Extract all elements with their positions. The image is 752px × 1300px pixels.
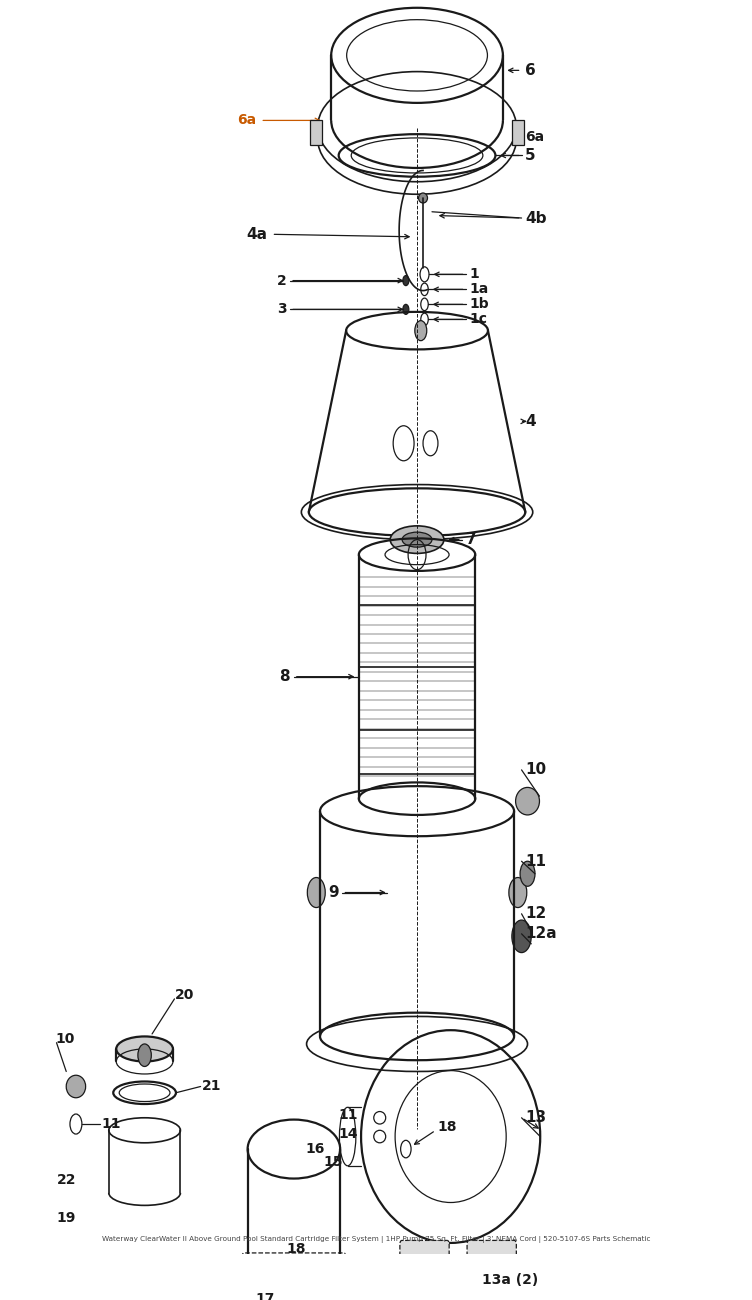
Text: 4: 4: [526, 413, 536, 429]
Text: 1b: 1b: [469, 298, 489, 312]
Text: 12a: 12a: [526, 927, 557, 941]
Text: 17: 17: [255, 1292, 274, 1300]
Text: 20: 20: [174, 988, 194, 1002]
Text: 16: 16: [305, 1143, 324, 1156]
Circle shape: [403, 304, 409, 315]
Text: 8: 8: [280, 670, 290, 684]
Text: 10: 10: [526, 762, 547, 777]
Text: 10: 10: [55, 1032, 74, 1046]
Text: 11: 11: [526, 854, 546, 868]
Text: 1: 1: [469, 268, 479, 281]
Ellipse shape: [117, 1036, 173, 1062]
Circle shape: [520, 861, 535, 887]
Circle shape: [509, 878, 527, 907]
Circle shape: [512, 920, 531, 953]
FancyBboxPatch shape: [467, 1240, 517, 1275]
Text: 1c: 1c: [469, 312, 487, 326]
Text: 15: 15: [324, 1154, 343, 1169]
Text: 5: 5: [526, 148, 536, 162]
Text: 19: 19: [56, 1210, 76, 1225]
Polygon shape: [512, 121, 524, 146]
Text: 2: 2: [277, 273, 287, 287]
Text: 21: 21: [202, 1079, 222, 1093]
Text: 4b: 4b: [526, 211, 547, 225]
Text: 14: 14: [338, 1127, 358, 1141]
Text: 1a: 1a: [469, 282, 489, 296]
Text: 7: 7: [465, 532, 476, 547]
Circle shape: [403, 276, 409, 286]
FancyBboxPatch shape: [400, 1240, 449, 1275]
Text: 6a: 6a: [526, 130, 544, 144]
Text: 13: 13: [526, 1110, 547, 1126]
Text: 18: 18: [287, 1243, 306, 1256]
Text: 6: 6: [526, 62, 536, 78]
Circle shape: [308, 878, 326, 907]
Circle shape: [415, 321, 426, 341]
Text: 4a: 4a: [247, 226, 268, 242]
Ellipse shape: [516, 788, 539, 815]
Text: 11: 11: [338, 1109, 358, 1122]
Text: 6a: 6a: [238, 113, 256, 127]
Text: 3: 3: [277, 303, 287, 316]
Text: 18: 18: [437, 1119, 456, 1134]
Circle shape: [138, 1044, 151, 1066]
Ellipse shape: [402, 532, 432, 547]
Ellipse shape: [419, 192, 427, 203]
Text: 22: 22: [56, 1174, 76, 1187]
Text: Waterway ClearWater II Above Ground Pool Standard Cartridge Filter System | 1HP : Waterway ClearWater II Above Ground Pool…: [102, 1236, 650, 1243]
Polygon shape: [311, 121, 323, 146]
Text: 12: 12: [526, 906, 547, 922]
Ellipse shape: [390, 526, 444, 554]
Text: 13a (2): 13a (2): [482, 1274, 538, 1287]
Text: 11: 11: [102, 1117, 121, 1131]
Text: 9: 9: [328, 885, 338, 900]
Ellipse shape: [66, 1075, 86, 1097]
